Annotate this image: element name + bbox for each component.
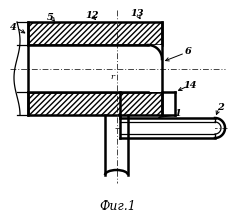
Text: 1: 1	[175, 109, 181, 118]
Bar	[28, 45, 162, 92]
Text: 2: 2	[217, 103, 223, 112]
Text: 4: 4	[10, 23, 16, 32]
Text: 6: 6	[185, 48, 191, 57]
Text: r: r	[110, 73, 114, 81]
Text: 13: 13	[130, 10, 144, 19]
Bar	[28, 22, 162, 45]
Text: 14: 14	[183, 80, 197, 90]
Bar	[28, 92, 162, 115]
Bar	[28, 22, 162, 45]
Text: 12: 12	[85, 11, 99, 21]
Bar	[28, 92, 162, 115]
Text: Фиг.1: Фиг.1	[100, 200, 136, 213]
Text: 5: 5	[47, 13, 53, 21]
Bar	[120, 122, 215, 134]
